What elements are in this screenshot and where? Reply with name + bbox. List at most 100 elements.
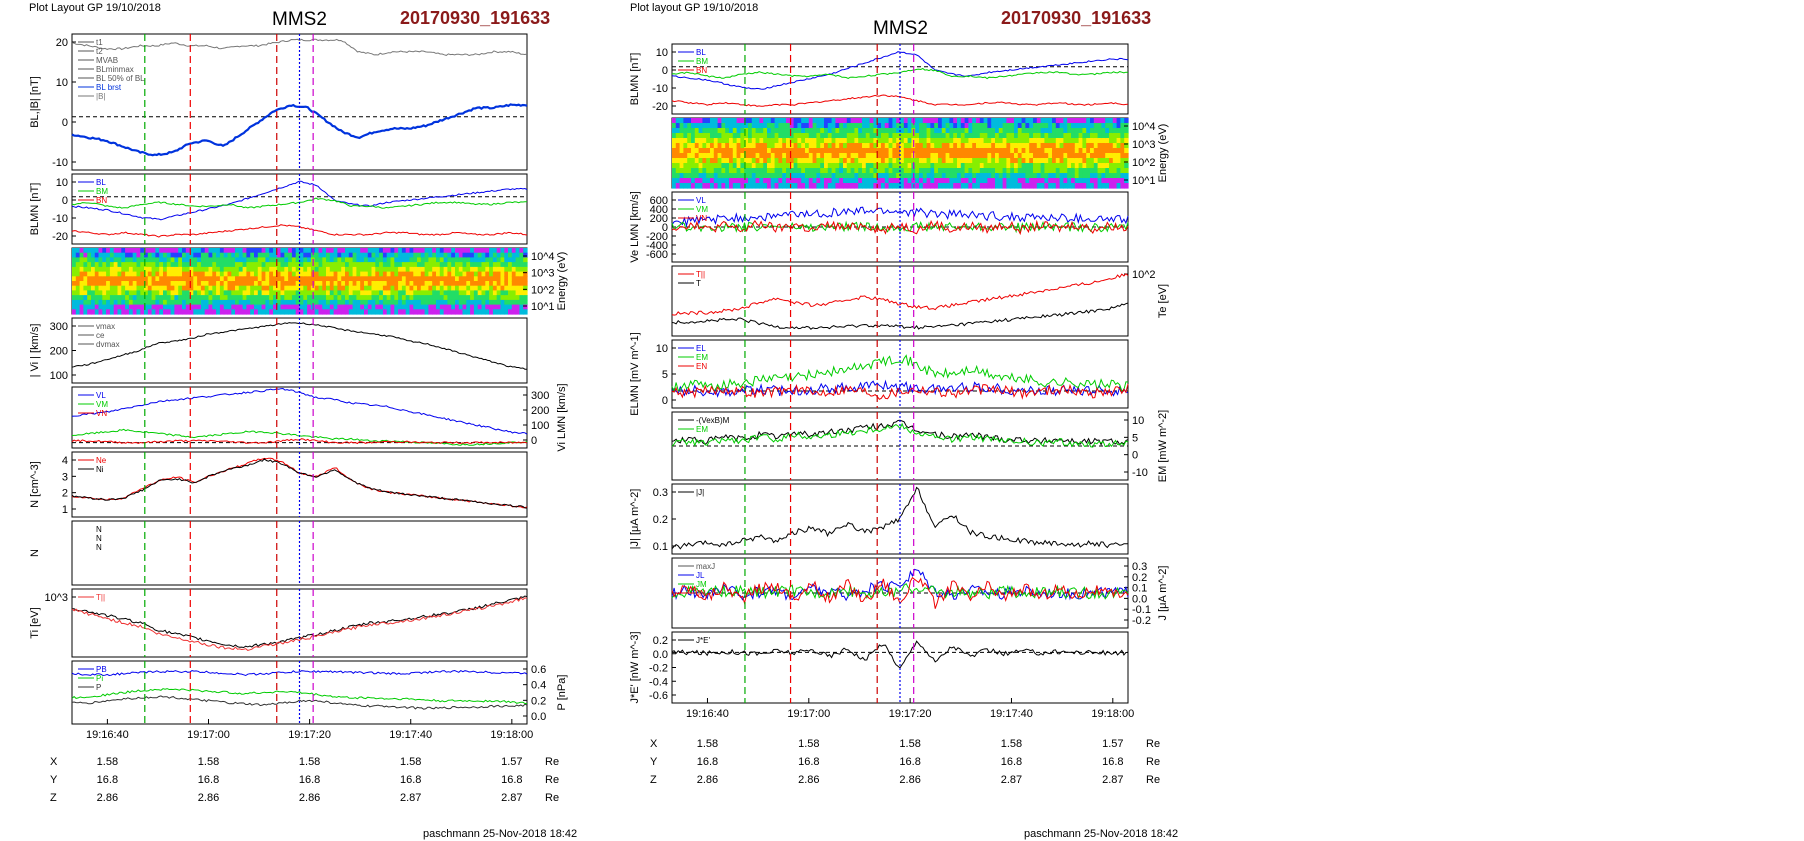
spectrogram-cell — [128, 262, 134, 268]
spectrogram-cell — [679, 143, 684, 149]
spectrogram-cell — [892, 143, 897, 149]
spectrogram-cell — [938, 168, 943, 174]
spectrogram-cell — [877, 153, 882, 159]
spectrogram-cell — [515, 304, 520, 310]
spectrogram-cell — [496, 299, 502, 306]
spectrogram-cell — [884, 178, 890, 184]
spectrogram-cell — [519, 304, 524, 310]
spectrogram-cell — [782, 123, 787, 129]
spectrogram-cell — [216, 299, 221, 306]
spectrogram-cell — [345, 248, 350, 254]
spectrogram-cell — [805, 128, 810, 134]
spectrogram-cell — [261, 304, 266, 310]
series-line-pb — [71, 669, 528, 677]
spectrogram-cell — [763, 138, 768, 144]
spectrogram-cell — [242, 257, 247, 263]
spectrogram-cell — [451, 262, 456, 268]
spectrogram-cell — [1055, 118, 1061, 124]
spectrogram-cell — [763, 168, 768, 174]
spectrogram-cell — [489, 299, 494, 306]
spectrogram-cell — [238, 276, 244, 282]
spectrogram-cell — [892, 178, 897, 184]
spectrogram-cell — [1036, 148, 1042, 154]
spectrogram-cell — [820, 133, 825, 139]
spectrogram-cell — [197, 248, 202, 254]
spectrogram-cell — [163, 257, 168, 263]
spectrogram-cell — [679, 183, 684, 189]
spectrogram-cell — [489, 290, 494, 296]
spectrogram-cell — [132, 309, 138, 315]
spectrogram-cell — [447, 276, 452, 282]
spectrogram-cell — [995, 153, 1000, 159]
spectrogram-cell — [235, 290, 240, 296]
spectrogram-cell — [862, 173, 867, 179]
spectrogram-cell — [511, 309, 517, 315]
spectrogram-cell — [303, 271, 308, 277]
spectrogram-cell — [782, 133, 787, 139]
spectrogram-cell — [314, 281, 320, 287]
spectrogram-cell — [500, 309, 505, 315]
spectrogram-cell — [132, 248, 138, 254]
spectrogram-cell — [805, 148, 810, 154]
spectrogram-cell — [151, 248, 156, 254]
spectrogram-cell — [957, 148, 962, 154]
spectrogram-cell — [770, 163, 776, 169]
spectrogram-cell — [428, 281, 433, 287]
spectrogram-cell — [288, 309, 293, 315]
spectrogram-cell — [371, 248, 376, 254]
spectrogram-cell — [417, 271, 422, 277]
spectrogram-cell — [246, 266, 251, 273]
spectrogram-cell — [174, 262, 179, 268]
spectrogram-cell — [1002, 138, 1007, 144]
spectrogram-cell — [447, 309, 452, 315]
spectrogram-cell — [489, 295, 494, 301]
spectrogram-cell — [345, 309, 350, 315]
spectrogram-cell — [208, 248, 213, 254]
spectrogram-cell — [976, 183, 981, 189]
spectrogram-cell — [276, 257, 282, 263]
spectrogram-cell — [751, 153, 757, 159]
spectrogram-cell — [744, 143, 749, 149]
spectrogram-cell — [1033, 173, 1038, 179]
spectrogram-cell — [729, 118, 734, 124]
spectrogram-cell — [189, 290, 194, 296]
y-tick-label: 200 — [650, 213, 668, 225]
spectrogram-cell — [102, 252, 107, 258]
spectrogram-cell — [79, 304, 84, 310]
spectrogram-cell — [729, 173, 734, 179]
spectrogram-cell — [458, 295, 464, 301]
spectrogram-cell — [246, 309, 251, 315]
spectrogram-cell — [295, 262, 301, 268]
spectrogram-cell — [515, 257, 520, 263]
spectrogram-cell — [858, 148, 863, 154]
spectrogram-cell — [896, 168, 901, 174]
spectrogram-cell — [379, 257, 384, 263]
spectrogram-cell — [1055, 178, 1061, 184]
y-tick-label: 0.4 — [531, 680, 546, 692]
spectrogram-cell — [102, 266, 107, 273]
spectrogram-cell — [250, 309, 255, 315]
spectrogram-cell — [462, 252, 467, 258]
spectrogram-cell — [1071, 153, 1076, 159]
spectrogram-cell — [91, 304, 96, 310]
spectrogram-cell — [238, 266, 244, 273]
spectrogram-cell — [424, 276, 429, 282]
spectrogram-cell — [1055, 133, 1061, 139]
spectrogram-cell — [717, 143, 722, 149]
spectrogram-cell — [121, 266, 126, 273]
spectrogram-cell — [151, 252, 156, 258]
spectrogram-cell — [869, 128, 874, 134]
spectrogram-cell — [178, 299, 183, 306]
ephemeris-value: 1.58 — [697, 738, 718, 750]
spectrogram-cell — [922, 163, 928, 169]
spectrogram-cell — [941, 128, 947, 134]
spectrogram-cell — [159, 299, 164, 306]
spectrogram-cell — [877, 148, 882, 154]
spectrogram-cell — [888, 158, 893, 164]
spectrogram-cell — [238, 299, 244, 306]
spectrogram-cell — [865, 148, 871, 154]
spectrogram-cell — [155, 309, 160, 315]
spectrogram-cell — [797, 163, 802, 169]
spectrogram-cell — [1124, 128, 1129, 134]
